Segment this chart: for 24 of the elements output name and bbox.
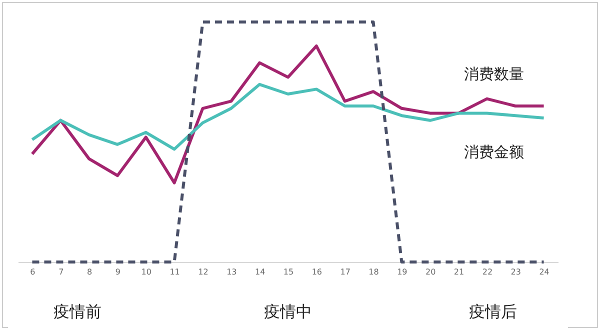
x-tick-label: 15 xyxy=(283,268,294,276)
series-label: 消费金额 xyxy=(464,143,524,161)
x-tick-label: 23 xyxy=(510,268,521,276)
x-tick-label: 17 xyxy=(340,268,350,276)
x-tick-label: 9 xyxy=(115,268,121,276)
x-tick-label: 12 xyxy=(198,268,208,276)
x-tick-label: 7 xyxy=(58,268,64,276)
x-tick-label: 22 xyxy=(482,268,493,276)
x-tick-label: 20 xyxy=(426,268,436,276)
x-tick-label: 18 xyxy=(368,268,379,276)
x-tick-label: 10 xyxy=(141,268,152,276)
x-tick-label: 11 xyxy=(170,268,180,276)
text: 疫情中 xyxy=(264,302,312,321)
x-tick-label: 24 xyxy=(539,268,550,276)
x-tick-label: 13 xyxy=(226,268,237,276)
text: 疫情后 xyxy=(469,302,518,321)
x-tick-label: 19 xyxy=(397,268,408,276)
x-tick-label: 8 xyxy=(87,268,92,276)
text: 疫情前 xyxy=(53,302,102,321)
x-tick-label: 16 xyxy=(312,268,322,276)
x-tick-label: 21 xyxy=(454,268,464,276)
series-label: 消费数量 xyxy=(464,65,524,83)
x-tick-label: 14 xyxy=(254,268,266,276)
x-tick-label: 6 xyxy=(30,268,36,276)
